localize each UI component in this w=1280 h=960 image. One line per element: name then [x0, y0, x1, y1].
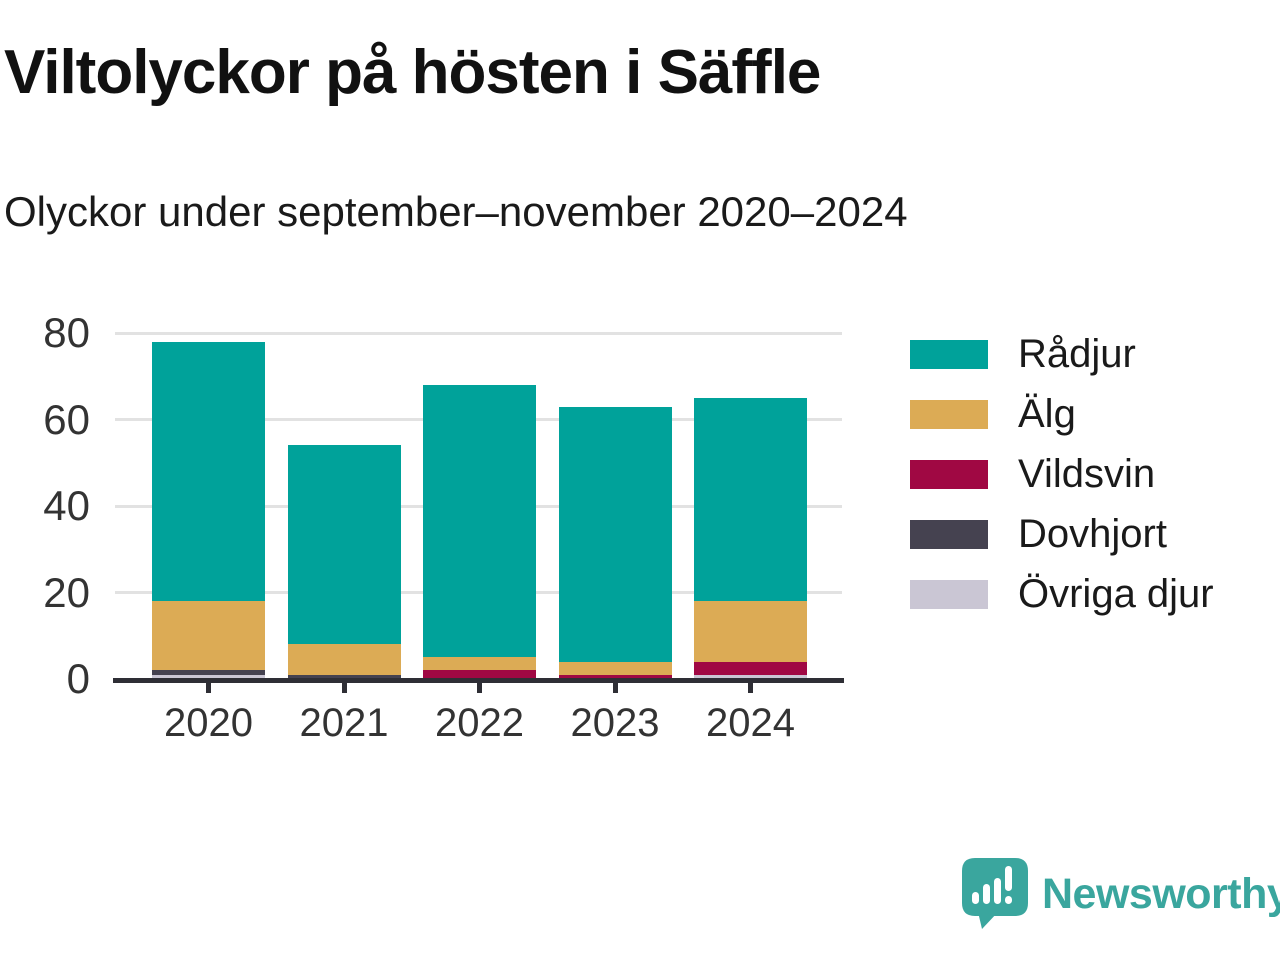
- bar-segment: [694, 661, 807, 675]
- bar-segment: [423, 657, 536, 671]
- bar-segment: [694, 674, 807, 679]
- bar-segment: [287, 644, 401, 675]
- legend-row: Älg: [910, 392, 1214, 436]
- bar-segment: [558, 406, 672, 662]
- bar-segment: [694, 601, 807, 662]
- legend-label: Övriga djur: [1018, 572, 1214, 616]
- logo-text: Newsworthy: [1042, 870, 1280, 918]
- chart-title: Viltolyckor på hösten i Säffle: [4, 38, 821, 107]
- x-axis-tick: [477, 682, 482, 693]
- legend-label: Älg: [1018, 392, 1076, 436]
- bar-segment: [152, 601, 265, 671]
- legend-row: Vildsvin: [910, 452, 1214, 496]
- y-axis-label: 80: [43, 309, 90, 356]
- y-axis-label: 40: [43, 482, 90, 529]
- y-axis-label: 0: [66, 655, 90, 702]
- bar-segment: [287, 674, 401, 679]
- x-axis-tick: [612, 682, 618, 693]
- bar-segment: [152, 341, 265, 602]
- y-axis-label: 60: [43, 395, 90, 443]
- bar-segment: [287, 445, 401, 645]
- bar-segment: [423, 384, 536, 658]
- x-axis-label: 2023: [570, 701, 660, 745]
- legend-swatch: [910, 580, 988, 609]
- legend-row: Dovhjort: [910, 512, 1214, 556]
- legend-label: Rådjur: [1018, 332, 1136, 376]
- bar-segment: [152, 670, 265, 675]
- bar-segment: [558, 661, 672, 675]
- legend-label: Vildsvin: [1018, 452, 1156, 496]
- x-axis-label: 2022: [435, 701, 524, 745]
- y-axis-label: 20: [43, 568, 90, 616]
- legend-label: Dovhjort: [1018, 512, 1167, 556]
- bar-segment: [423, 670, 536, 679]
- legend-swatch: [910, 340, 988, 369]
- bar-segment: [152, 674, 265, 679]
- legend: Rådjur Älg Vildsvin Dovhjort Övriga djur: [910, 332, 1214, 640]
- chart-subtitle: Olyckor under september–november 2020–20…: [4, 188, 908, 235]
- logo-icon: [962, 858, 1028, 929]
- newsworthy-logo: Newsworthy: [962, 858, 1280, 930]
- legend-swatch: [910, 460, 988, 489]
- plot-area: 2020 2021 2022 2023 2024: [113, 331, 844, 745]
- x-axis-tick: [206, 682, 211, 693]
- bar-segment: [694, 397, 807, 602]
- legend-swatch: [910, 520, 988, 549]
- legend-row: Övriga djur: [910, 572, 1214, 616]
- gridline: [115, 331, 842, 335]
- x-axis-line: [113, 677, 844, 683]
- x-axis-label: 2020: [164, 701, 253, 745]
- legend-swatch: [910, 400, 988, 429]
- x-axis-tick: [748, 682, 753, 693]
- x-axis-tick: [341, 682, 347, 693]
- legend-row: Rådjur: [910, 332, 1214, 376]
- x-axis-label: 2021: [299, 701, 389, 745]
- bar-segment: [558, 674, 672, 679]
- x-axis-label: 2024: [706, 701, 795, 745]
